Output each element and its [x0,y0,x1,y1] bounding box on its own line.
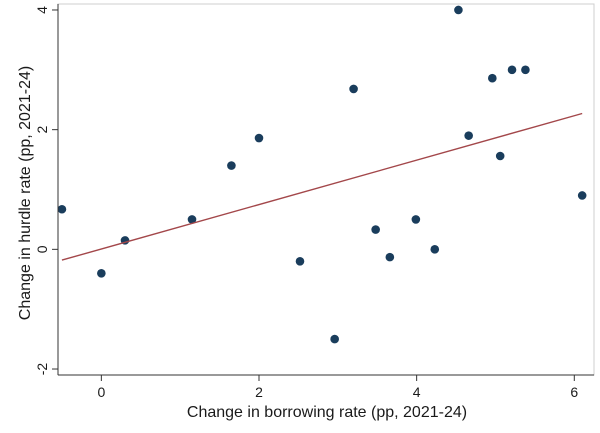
data-point [57,204,67,214]
y-tick-label: 2 [34,126,50,134]
data-point [295,257,305,266]
y-axis: -2 0 2 4 [34,4,59,376]
data-point [385,252,395,262]
data-point [254,133,264,143]
x-axis: 0 2 4 6 [58,374,594,400]
data-point [349,84,358,94]
x-axis-title: Change in borrowing rate (pp, 2021-24) [187,404,467,421]
x-tick-label: 4 [413,384,421,400]
plot-border [57,3,595,376]
data-point [521,65,530,75]
data-point [454,5,463,15]
fit-line [61,112,583,261]
x-tick-label: 2 [255,384,263,400]
data-point [464,131,473,140]
data-point [97,268,106,278]
data-point [507,65,517,75]
y-tick-label: -2 [34,363,50,376]
data-point [371,225,380,234]
data-point [577,191,587,200]
x-tick-label: 0 [97,384,105,400]
data-point [495,151,505,161]
y-tick-label: 4 [34,6,50,14]
data-point [488,73,497,83]
x-tick-label: 6 [570,384,578,400]
data-point [330,334,339,344]
y-axis-title: Change in hurdle rate (pp, 2021-24) [17,66,34,320]
data-point [430,245,440,254]
plot-area [57,3,595,376]
data-point [411,215,421,224]
data-point [227,161,236,170]
y-tick-label: 0 [34,245,50,253]
data-point [187,215,197,224]
